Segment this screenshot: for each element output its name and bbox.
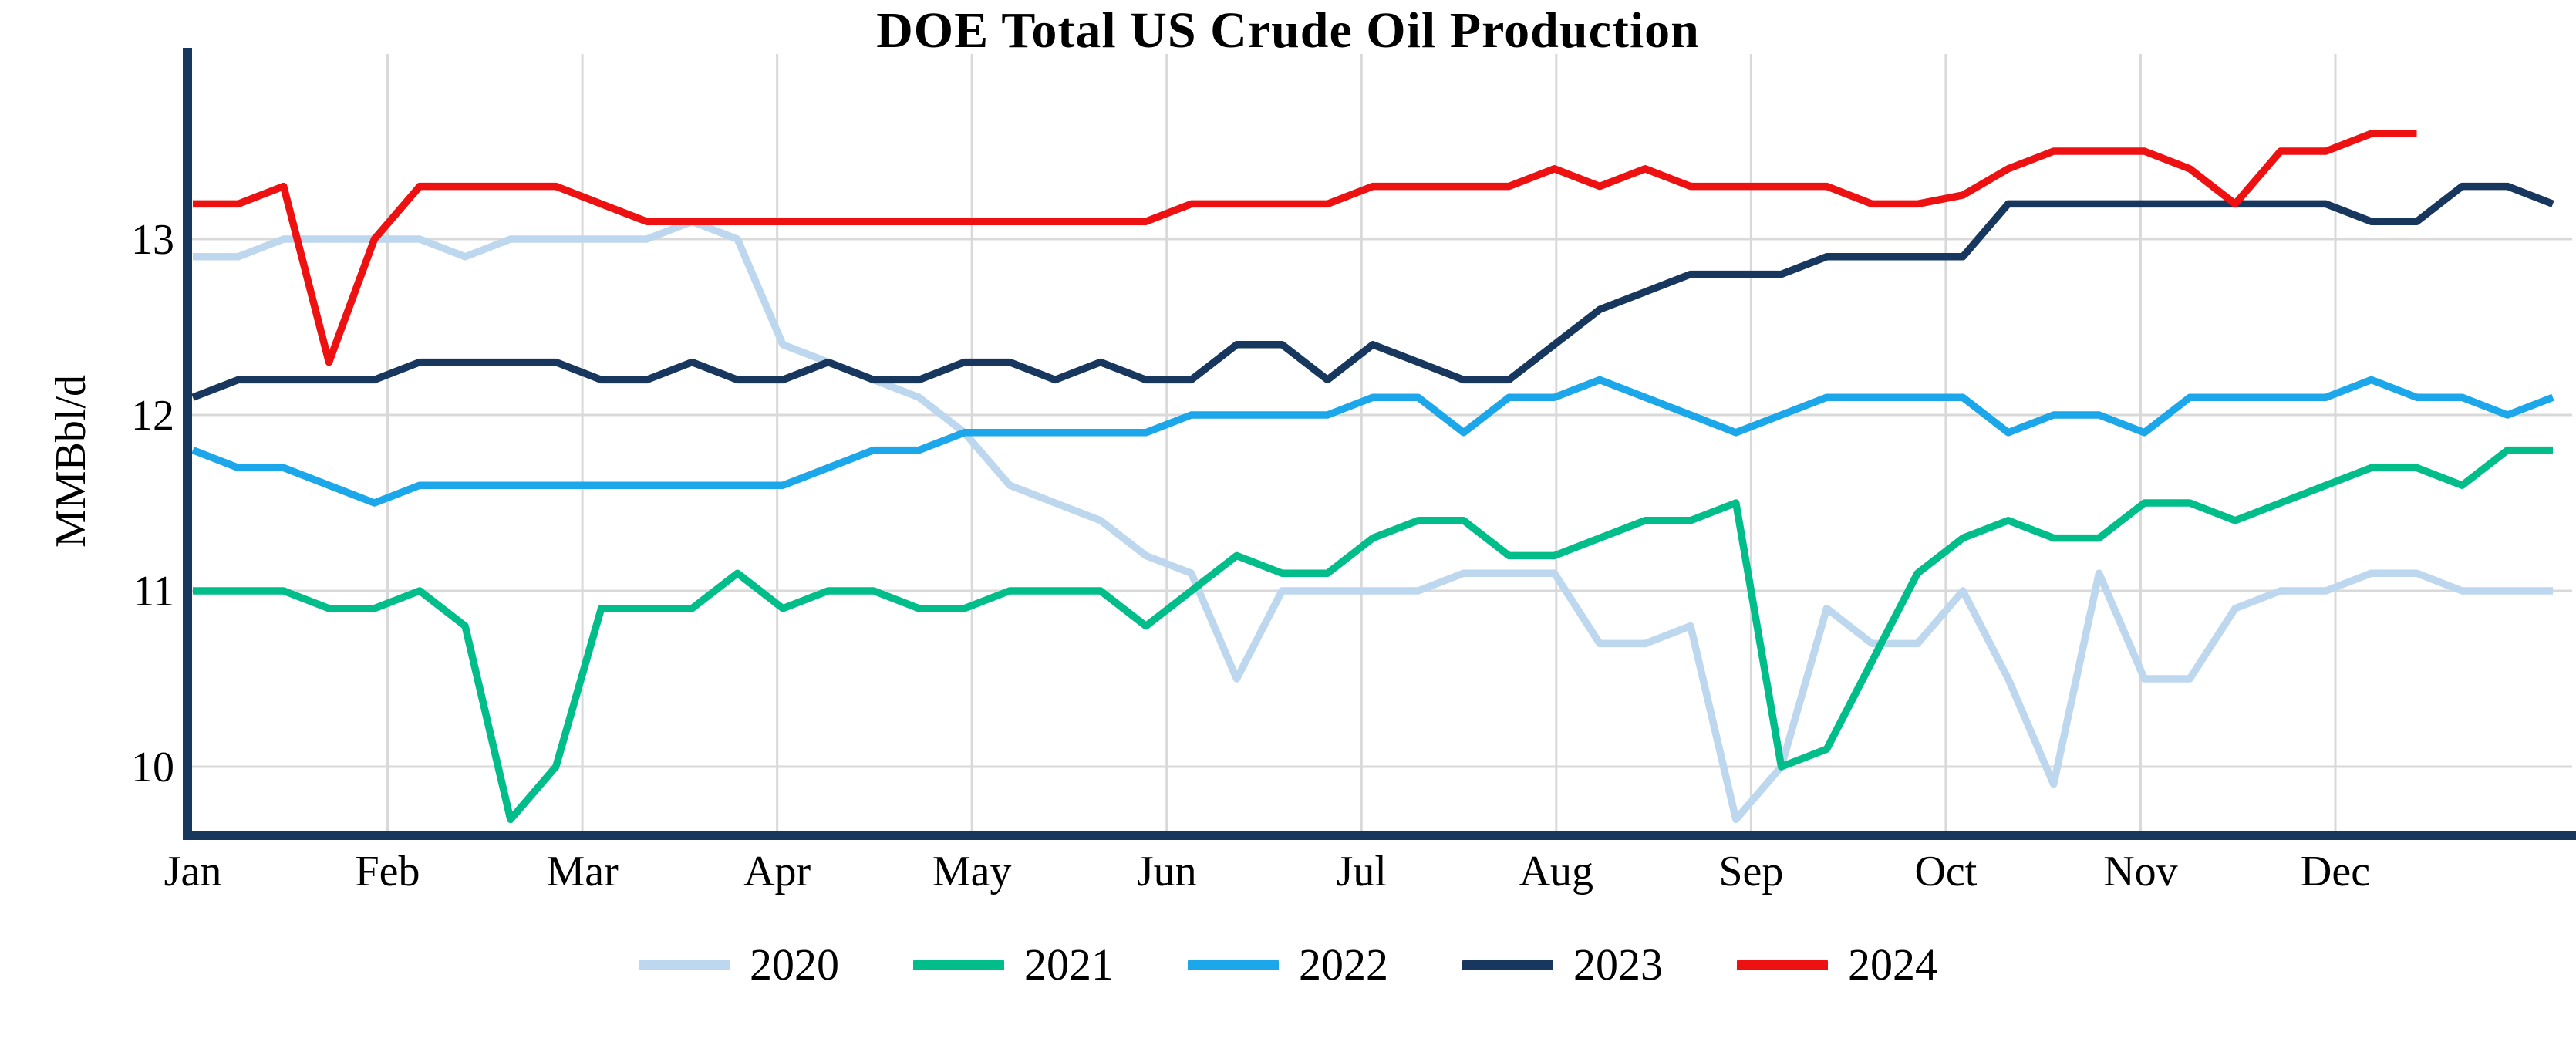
x-tick-label-feb: Feb [356,848,420,896]
legend-swatch-2021 [913,960,1004,970]
x-tick-label-oct: Oct [1914,848,1977,896]
legend-label-2020: 2020 [750,939,839,990]
legend-swatch-2023 [1462,960,1553,970]
y-tick-label-11: 11 [133,568,174,616]
legend-item-2022: 2022 [1188,943,1388,987]
y-tick-label-13: 13 [131,216,174,264]
series-line-2020 [193,218,2553,824]
y-tick-label-12: 12 [131,392,174,440]
legend-swatch-2022 [1188,960,1279,970]
legend-item-2023: 2023 [1462,943,1663,987]
legend-label-2023: 2023 [1573,939,1663,990]
legend-label-2024: 2024 [1848,939,1937,990]
legend: 2020 2021 2022 2023 2024 [0,943,2576,987]
x-tick-label-dec: Dec [2301,848,2370,896]
x-tick-label-may: May [932,848,1012,896]
y-tick-label-10: 10 [131,744,174,791]
series-line-2022 [191,376,2554,507]
legend-item-2020: 2020 [639,943,839,987]
x-tick-label-sep: Sep [1718,848,1783,896]
x-tick-label-jan: Jan [164,848,222,896]
legend-label-2022: 2022 [1299,939,1388,990]
legend-swatch-2024 [1737,960,1828,970]
series-line-2023 [191,182,2554,401]
x-tick-label-nov: Nov [2103,848,2177,896]
x-tick-label-jul: Jul [1337,848,1387,896]
x-tick-label-aug: Aug [1519,848,1593,896]
series-line-2021 [193,446,2553,824]
legend-label-2021: 2021 [1024,939,1114,990]
x-tick-label-jun: Jun [1137,848,1197,896]
x-tick-label-apr: Apr [743,848,811,896]
chart-title: DOE Total US Crude Oil Production [876,2,1700,59]
legend-swatch-2020 [639,960,730,970]
x-tick-label-mar: Mar [546,848,619,896]
legend-item-2024: 2024 [1737,943,1937,987]
legend-item-2021: 2021 [913,943,1114,987]
series-line-2024 [193,130,2417,366]
